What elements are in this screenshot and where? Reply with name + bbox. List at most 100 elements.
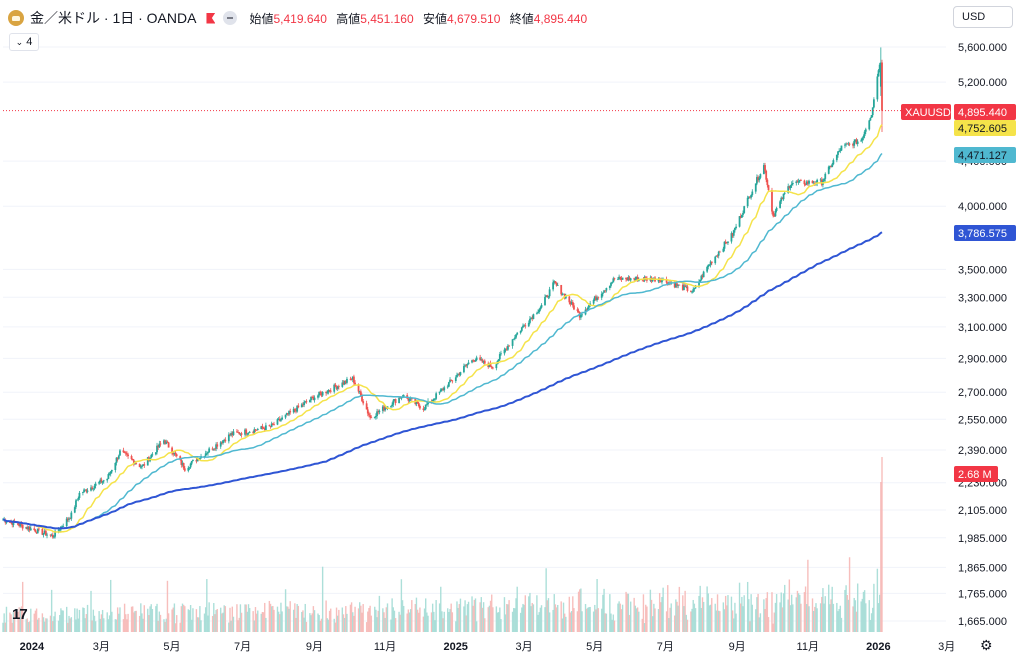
volume-bar (830, 599, 832, 632)
volume-bar (636, 607, 639, 632)
volume-bar (661, 597, 663, 632)
volume-bar (60, 608, 62, 632)
volume-bar (142, 618, 144, 632)
volume-bar (881, 457, 883, 632)
volume-bar (738, 582, 741, 632)
candle-body (816, 179, 819, 184)
volume-bar (438, 603, 441, 632)
candle-body (709, 261, 712, 265)
candle-body (276, 419, 279, 425)
candle-body (415, 401, 418, 405)
candle-body (766, 179, 769, 186)
volume-bar (62, 610, 64, 632)
volume-bar (724, 595, 727, 632)
candle-body (353, 376, 355, 383)
candle-body (707, 264, 710, 267)
candle-body (84, 489, 87, 491)
candle-body (157, 445, 160, 448)
volume-bar (280, 602, 282, 632)
volume-bar (187, 609, 189, 632)
candle-body (204, 453, 207, 456)
volume-bar (430, 612, 433, 632)
candle-body (425, 404, 428, 406)
volume-bar (130, 606, 133, 632)
volume-bar (775, 594, 778, 632)
volume-bar (398, 611, 400, 632)
volume-bar (597, 608, 599, 632)
candle-body (581, 314, 583, 316)
candle-body (579, 315, 582, 318)
volume-bar (718, 610, 720, 632)
candle-body (284, 414, 287, 418)
flag-icon[interactable] (206, 12, 216, 24)
time-tick-label: 5月 (163, 641, 180, 653)
volume-bar (508, 600, 510, 632)
candle-body (349, 378, 352, 380)
volume-bar (457, 607, 459, 632)
volume-bar (750, 594, 752, 632)
candle-body (853, 141, 856, 146)
candle-body (438, 391, 441, 394)
volume-bar (237, 620, 239, 632)
volume-bar (93, 615, 96, 632)
volume-bar (77, 618, 79, 632)
volume-bar (668, 618, 670, 632)
volume-bar (562, 602, 565, 632)
candle-body (409, 398, 412, 400)
volume-bar (726, 605, 728, 632)
tradingview-logo-icon[interactable]: 17 (12, 606, 28, 623)
candle-body (754, 183, 757, 192)
volume-bar (459, 598, 462, 632)
volume-bar (821, 596, 823, 632)
volume-bar (514, 608, 516, 632)
candle-body (840, 145, 843, 151)
volume-bar (173, 603, 176, 632)
volume-bar (411, 600, 413, 632)
candle-body (546, 295, 549, 298)
volume-bar (685, 614, 687, 632)
symbol-title[interactable]: 金／米ドル · 1日 · OANDA (30, 10, 197, 26)
volume-bar (268, 600, 271, 632)
volume-bar (295, 617, 297, 632)
candle-body (757, 177, 759, 181)
candle-body (872, 99, 875, 108)
candle-body (552, 282, 554, 290)
candle-body (359, 391, 362, 396)
candle-body (255, 429, 258, 431)
candle-body (515, 334, 517, 338)
candle-body (756, 177, 758, 184)
candle-body (303, 402, 306, 406)
volume-bar (133, 612, 135, 632)
volume-bar (529, 592, 531, 632)
volume-bar (147, 608, 149, 632)
collapse-icon[interactable] (223, 11, 238, 25)
candle-body (280, 419, 282, 421)
settings-gear-icon[interactable]: ⚙ (980, 637, 993, 653)
volume-bar (555, 607, 558, 632)
volume-bar (755, 609, 757, 632)
volume-bar (613, 620, 616, 632)
volume-bar (419, 607, 421, 632)
volume-bar (328, 610, 331, 632)
volume-bar (451, 612, 454, 632)
candle-body (490, 366, 493, 368)
volume-bar (41, 613, 44, 632)
indicators-toggle-button[interactable]: ⌄ 4 (9, 33, 39, 51)
candle-body (310, 396, 312, 401)
candle-body (693, 288, 696, 290)
volume-bar (19, 607, 22, 632)
candle-body (535, 313, 538, 315)
candle-body (334, 384, 337, 387)
currency-select[interactable]: USD (953, 6, 1013, 28)
volume-bar (610, 613, 612, 632)
candle-body (393, 399, 396, 401)
candle-body (41, 528, 44, 535)
candle-body (635, 276, 638, 280)
volume-bar (116, 607, 119, 632)
volume-bar (576, 611, 579, 632)
candle-body (657, 279, 660, 282)
candle-body (569, 302, 572, 305)
volume-bar (416, 609, 419, 632)
candle-body (771, 190, 773, 212)
